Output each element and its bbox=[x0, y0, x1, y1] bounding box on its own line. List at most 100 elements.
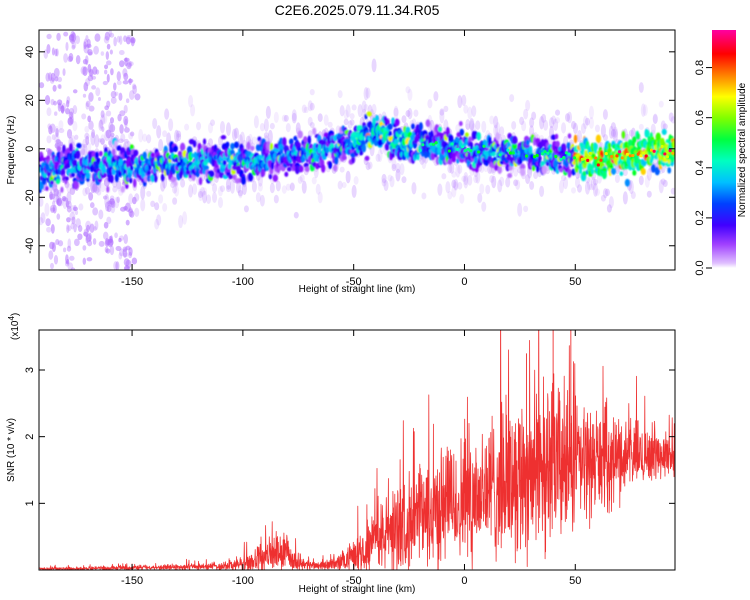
band-cell bbox=[116, 145, 122, 151]
band-cell bbox=[602, 167, 607, 173]
halo-speck bbox=[646, 168, 652, 181]
halo-speck bbox=[212, 183, 218, 193]
halo-speck bbox=[531, 111, 537, 121]
halo-speck bbox=[523, 108, 529, 120]
noise-speck bbox=[104, 246, 109, 253]
noise-speck bbox=[132, 196, 137, 205]
band-cell bbox=[174, 157, 179, 163]
halo-speck bbox=[612, 128, 618, 143]
band-cell bbox=[632, 136, 637, 144]
x-tick-label: -150 bbox=[121, 276, 143, 288]
band-cell bbox=[434, 124, 440, 133]
noise-speck bbox=[85, 100, 91, 108]
noise-speck bbox=[49, 241, 55, 250]
ridge-cell bbox=[594, 156, 598, 160]
halo-speck bbox=[339, 105, 345, 117]
band-cell bbox=[224, 148, 229, 158]
halo-speck bbox=[283, 114, 289, 122]
band-cell bbox=[289, 138, 294, 145]
halo-speck bbox=[156, 125, 162, 139]
band-cell bbox=[173, 180, 178, 187]
y-tick-label: -40 bbox=[24, 238, 36, 254]
snr-multiplier-base: (x10 bbox=[10, 320, 21, 340]
halo-speck bbox=[555, 117, 561, 124]
band-cell bbox=[386, 119, 390, 125]
snr-multiplier-close: ) bbox=[10, 313, 21, 316]
noise-speck bbox=[114, 91, 119, 96]
band-cell bbox=[124, 183, 129, 189]
ridge-cell bbox=[540, 152, 545, 156]
halo-speck bbox=[90, 131, 96, 146]
noise-speck bbox=[88, 92, 94, 102]
noise-speck bbox=[52, 204, 57, 214]
noise-speck bbox=[93, 226, 97, 232]
halo-speck bbox=[449, 162, 455, 174]
noise-speck bbox=[110, 68, 114, 76]
band-cell bbox=[464, 132, 469, 138]
noise-speck bbox=[68, 52, 74, 62]
halo-speck bbox=[198, 188, 204, 201]
halo-speck bbox=[363, 87, 369, 101]
noise-speck bbox=[87, 115, 92, 123]
halo-speck bbox=[162, 130, 168, 138]
noise-speck bbox=[87, 240, 93, 247]
halo-speck bbox=[309, 102, 315, 111]
halo-speck bbox=[584, 176, 590, 184]
halo-speck bbox=[509, 94, 515, 103]
noise-speck bbox=[53, 188, 59, 197]
band-cell bbox=[511, 135, 518, 145]
noise-speck bbox=[116, 35, 121, 43]
band-cell bbox=[48, 149, 52, 156]
band-cell bbox=[506, 154, 512, 161]
halo-speck bbox=[172, 185, 178, 194]
colorbar-tick-label: 0.6 bbox=[694, 110, 706, 125]
noise-speck bbox=[51, 47, 55, 56]
snr-y-axis: 1 2 3 bbox=[24, 367, 675, 506]
halo-speck bbox=[269, 122, 275, 130]
halo-speck bbox=[293, 211, 299, 219]
noise-speck bbox=[128, 251, 133, 259]
band-cell bbox=[606, 147, 613, 154]
halo-speck bbox=[465, 123, 471, 130]
halo-speck bbox=[602, 134, 608, 142]
noise-speck bbox=[50, 72, 56, 82]
band-cell bbox=[282, 137, 287, 147]
halo-speck bbox=[297, 176, 303, 184]
noise-speck bbox=[74, 134, 79, 140]
x-tick-label: 0 bbox=[461, 575, 467, 587]
halo-speck bbox=[110, 202, 116, 214]
halo-speck bbox=[176, 133, 182, 142]
band-cell bbox=[582, 171, 587, 177]
halo-speck bbox=[513, 179, 519, 187]
noise-speck bbox=[60, 105, 65, 113]
noise-speck bbox=[129, 131, 135, 137]
band-cell bbox=[220, 135, 227, 140]
band-cell bbox=[607, 142, 612, 149]
band-cell bbox=[56, 145, 62, 152]
halo-speck bbox=[505, 177, 511, 188]
halo-speck bbox=[391, 158, 397, 170]
ridge-cell bbox=[535, 153, 539, 158]
halo-speck bbox=[600, 194, 606, 202]
noise-speck bbox=[125, 36, 131, 45]
halo-speck bbox=[52, 193, 58, 203]
halo-speck bbox=[94, 186, 100, 194]
snr-panel: -150 -100 -50 0 50 1 2 3 Height of straight li… bbox=[6, 313, 676, 595]
noise-speck bbox=[110, 90, 117, 99]
x-tick-label: -150 bbox=[121, 575, 143, 587]
halo-speck bbox=[487, 165, 493, 174]
snr-frame bbox=[38, 329, 676, 571]
band-cell bbox=[567, 168, 572, 178]
halo-speck bbox=[401, 176, 407, 184]
noise-speck bbox=[125, 259, 132, 269]
halo-speck bbox=[541, 113, 547, 123]
noise-speck bbox=[72, 206, 79, 212]
ridge-cell bbox=[639, 154, 643, 158]
halo-speck bbox=[98, 209, 104, 220]
band-cell bbox=[284, 171, 289, 177]
noise-speck bbox=[104, 105, 110, 111]
noise-speck bbox=[98, 138, 102, 143]
band-cell bbox=[197, 142, 202, 151]
halo-speck bbox=[389, 175, 395, 188]
